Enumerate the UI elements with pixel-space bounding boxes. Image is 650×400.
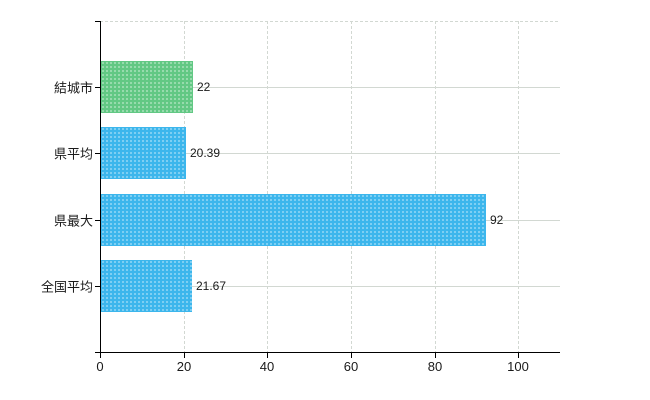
value-label: 21.67 <box>196 279 227 293</box>
y-tick <box>95 153 100 154</box>
x-tick-label: 60 <box>343 359 359 374</box>
x-tick-label: 80 <box>427 359 443 374</box>
category-label: 県平均 <box>53 146 93 162</box>
y-tick <box>95 21 100 22</box>
y-tick <box>95 87 100 88</box>
x-tick <box>435 352 436 358</box>
value-label: 22 <box>197 80 211 94</box>
category-label: 結城市 <box>53 80 93 96</box>
bar <box>101 61 193 113</box>
plot-top-border <box>100 21 560 22</box>
x-tick-label: 100 <box>507 359 529 374</box>
x-tick <box>184 352 185 358</box>
x-tick <box>518 352 519 358</box>
bar <box>101 194 486 246</box>
gridline-vertical <box>435 21 436 352</box>
x-tick-label: 0 <box>96 359 104 374</box>
gridline-horizontal <box>100 153 560 154</box>
gridline-vertical <box>184 21 185 352</box>
gridline-vertical <box>351 21 352 352</box>
category-label: 全国平均 <box>40 279 93 295</box>
category-label: 県最大 <box>53 213 93 229</box>
x-tick <box>100 352 101 358</box>
gridline-horizontal <box>100 87 560 88</box>
y-tick <box>95 220 100 221</box>
y-axis-line <box>100 21 101 352</box>
x-axis-line <box>95 352 560 353</box>
gridline-horizontal <box>100 286 560 287</box>
y-tick <box>95 286 100 287</box>
x-tick-label: 40 <box>259 359 275 374</box>
value-label: 20.39 <box>190 146 221 160</box>
gridline-vertical <box>267 21 268 352</box>
bar <box>101 127 186 179</box>
x-tick <box>351 352 352 358</box>
bar <box>101 260 192 312</box>
gridline-vertical <box>518 21 519 352</box>
value-label: 92 <box>490 213 504 227</box>
x-tick <box>267 352 268 358</box>
x-tick-label: 20 <box>176 359 192 374</box>
